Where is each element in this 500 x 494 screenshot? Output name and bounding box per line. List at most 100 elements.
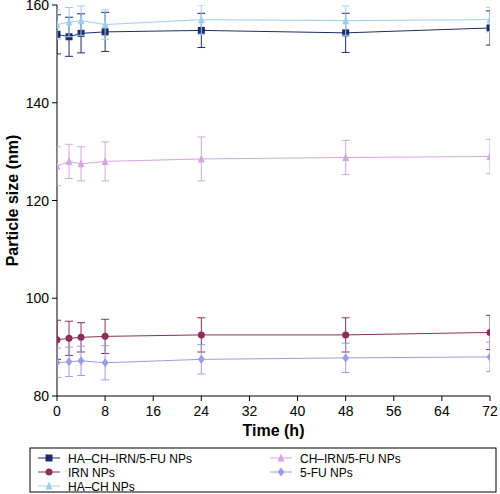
- x-tick: [153, 396, 154, 401]
- x-tick: [201, 396, 202, 401]
- x-tick-label: 56: [386, 403, 402, 419]
- x-axis-label: Time (h): [243, 422, 305, 439]
- error-bar: [486, 139, 490, 173]
- series: [57, 5, 490, 39]
- point: [342, 16, 349, 24]
- x-tick: [297, 396, 298, 401]
- point: [78, 159, 85, 167]
- legend-label: 5-FU NPs: [300, 466, 353, 480]
- x-tick: [393, 396, 394, 401]
- point: [57, 20, 61, 28]
- x-tick: [105, 396, 106, 401]
- legend-marker: [278, 468, 285, 477]
- chart: 80100120140160081624324048566472Time (h)…: [0, 0, 500, 494]
- point: [66, 357, 73, 366]
- x-tick-label: 16: [145, 403, 161, 419]
- point: [198, 331, 205, 338]
- legend-item: 5-FU NPs: [270, 466, 353, 480]
- point: [487, 352, 491, 361]
- x-tick-label: 72: [482, 403, 498, 419]
- y-tick-label: 160: [26, 0, 50, 13]
- y-tick: [52, 102, 57, 103]
- x-axis: [57, 396, 490, 397]
- error-bar: [65, 144, 73, 178]
- y-axis-label: Particle size (nm): [4, 135, 21, 267]
- error-bar: [57, 147, 61, 186]
- x-tick: [345, 396, 346, 401]
- point: [487, 15, 491, 23]
- point: [66, 157, 73, 165]
- x-tick-label: 32: [242, 403, 258, 419]
- point: [57, 336, 61, 343]
- plot-area: [57, 5, 490, 380]
- error-bar: [77, 346, 85, 375]
- error-bar: [342, 140, 350, 174]
- point: [487, 24, 491, 31]
- series-line: [57, 28, 490, 37]
- error-bar: [342, 6, 350, 35]
- point: [198, 154, 205, 162]
- error-bar: [197, 137, 205, 181]
- error-bar: [77, 147, 85, 181]
- point: [198, 355, 205, 364]
- x-tick-label: 0: [53, 403, 61, 419]
- x-tick-label: 24: [194, 403, 210, 419]
- y-tick: [52, 5, 57, 6]
- x-tick-label: 48: [338, 403, 354, 419]
- legend-item: CH–IRN/5-FU NPs: [270, 452, 401, 466]
- error-bar: [486, 342, 490, 371]
- error-bar: [57, 320, 61, 359]
- legend-label: CH–IRN/5-FU NPs: [300, 452, 401, 466]
- legend-marker: [46, 455, 53, 462]
- series-line: [57, 357, 490, 363]
- error-bar: [486, 315, 490, 349]
- y-tick-label: 100: [26, 290, 50, 306]
- point: [57, 162, 61, 170]
- error-bar: [101, 346, 109, 380]
- y-tick-label: 140: [26, 95, 50, 111]
- error-bar: [197, 5, 205, 34]
- series: [57, 315, 490, 359]
- series-line: [57, 332, 490, 339]
- series-line: [57, 20, 490, 25]
- error-bar: [77, 6, 85, 35]
- error-bar: [342, 343, 350, 372]
- point: [78, 356, 85, 365]
- error-bar: [65, 7, 73, 36]
- y-tick: [52, 200, 57, 201]
- point: [78, 16, 85, 24]
- error-bar: [65, 347, 73, 376]
- point: [102, 358, 109, 367]
- point: [102, 157, 109, 165]
- legend-label: HA–CH NPs: [68, 480, 135, 494]
- point: [57, 31, 61, 38]
- x-tick-label: 64: [434, 403, 450, 419]
- y-tick-label: 120: [26, 193, 50, 209]
- point: [342, 331, 349, 338]
- series: [57, 11, 490, 56]
- error-bar: [57, 10, 61, 39]
- point: [102, 333, 109, 340]
- x-tick-label: 40: [290, 403, 306, 419]
- point: [198, 15, 205, 23]
- x-tick: [441, 396, 442, 401]
- y-tick: [52, 298, 57, 299]
- legend-item: HA–CH NPs: [38, 480, 135, 494]
- error-bar: [57, 15, 61, 54]
- point: [487, 329, 491, 336]
- point: [57, 358, 61, 367]
- x-tick: [249, 396, 250, 401]
- point: [342, 353, 349, 362]
- point: [342, 153, 349, 161]
- legend-marker: [46, 469, 53, 476]
- x-tick: [57, 396, 58, 401]
- series-line: [57, 157, 490, 167]
- point: [66, 335, 73, 342]
- point: [78, 334, 85, 341]
- y-tick: [52, 396, 57, 397]
- error-bar: [486, 7, 490, 31]
- error-bar: [197, 345, 205, 374]
- legend-marker: [278, 454, 285, 462]
- legend-label: IRN NPs: [68, 466, 115, 480]
- error-bar: [486, 11, 490, 45]
